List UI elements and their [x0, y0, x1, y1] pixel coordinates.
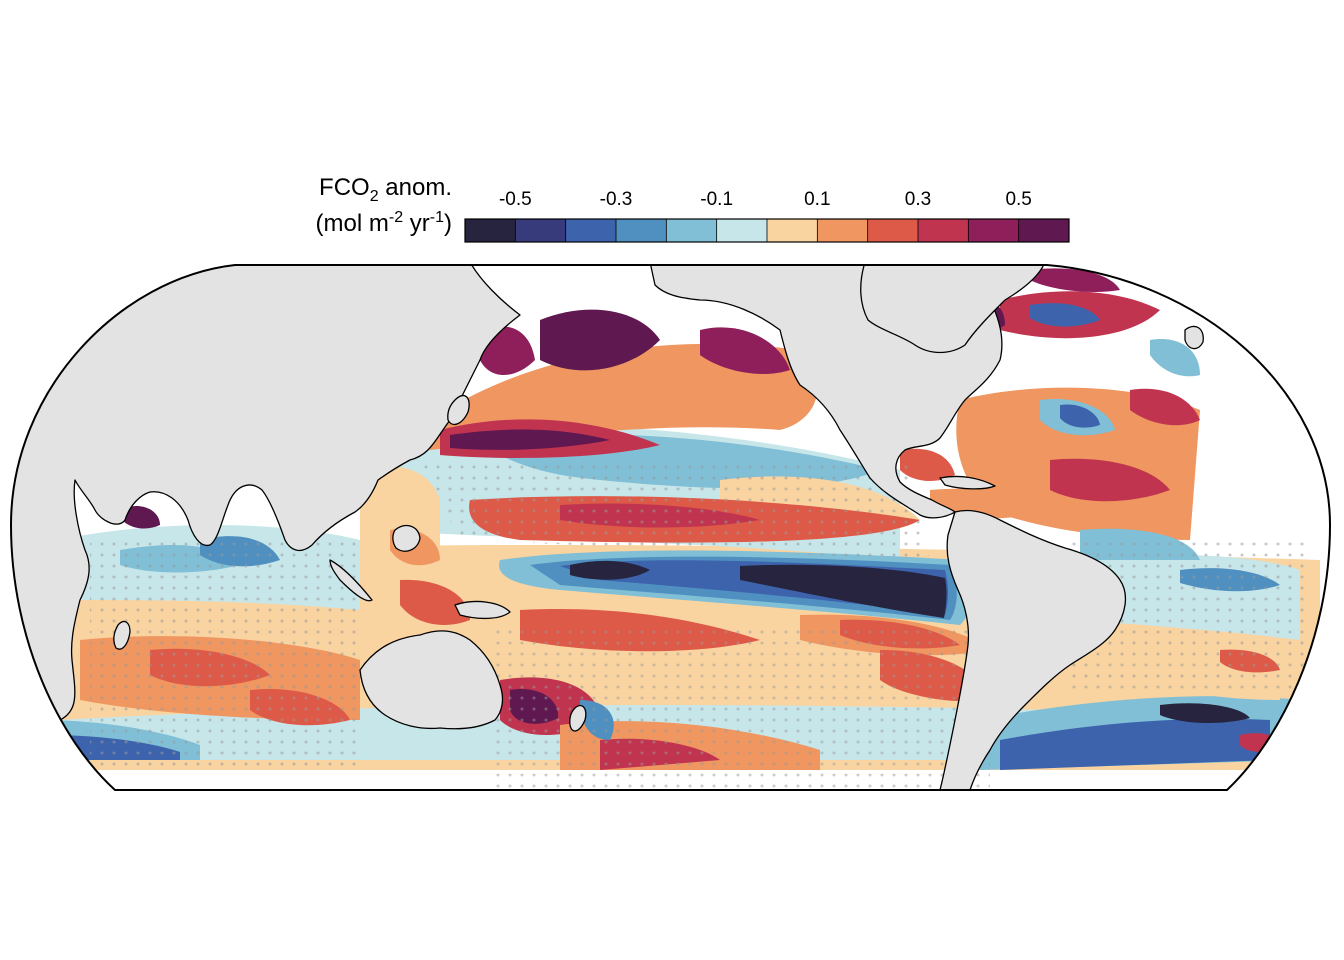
- landmass-madagascar: [113, 620, 131, 650]
- landmass-uk: [1184, 325, 1204, 350]
- landmass-cuba: [939, 475, 996, 490]
- colorbar-bin: [918, 219, 969, 242]
- legend-title-variable: FCO2 anom.: [319, 174, 452, 205]
- colorbar-frame: [464, 218, 1070, 243]
- landmass-new-zealand: [569, 705, 587, 732]
- landmass-japan: [447, 395, 470, 426]
- landmass-south-america: [939, 509, 1127, 790]
- legend-title: FCO2 anom. (mol m-2 yr-1): [262, 170, 452, 242]
- landmass-borneo: [392, 524, 421, 552]
- colorbar-bin: [515, 219, 566, 242]
- colorbar-tick-label: 0.1: [804, 189, 830, 210]
- colorbar-tick-label: 0.5: [1005, 189, 1031, 210]
- colorbar-bin: [716, 219, 767, 242]
- land-masses: [11, 265, 1204, 790]
- colorbar-tick-label: -0.5: [499, 189, 532, 210]
- map-outline: [9, 264, 1332, 791]
- colorbar-tick-label: 0.3: [905, 189, 931, 210]
- landmass-new-guinea: [454, 600, 511, 620]
- colorbar-bin: [565, 219, 616, 242]
- landmass-asia-europe-africa: [11, 265, 521, 721]
- legend-title-units: (mol m-2 yr-1): [315, 209, 452, 238]
- landmass-australia: [359, 630, 504, 730]
- colorbar: -0.5 -0.3 -0.1 0.1 0.3 0.5: [464, 189, 1070, 243]
- colorbar-bin: [616, 219, 667, 242]
- colorbar-tick-label: -0.1: [700, 189, 733, 210]
- colorbar-bin: [968, 219, 1019, 242]
- colorbar-bin: [817, 219, 868, 242]
- colorbar-tick-label: -0.3: [600, 189, 633, 210]
- colorbar-bin: [767, 219, 818, 242]
- colorbar-bin: [867, 219, 918, 242]
- world-map: [9, 264, 1332, 791]
- landmass-greenland: [860, 265, 1046, 354]
- landmass-sumatra: [329, 559, 373, 602]
- colorbar-bin: [666, 219, 717, 242]
- colorbar-bin: [1018, 219, 1069, 242]
- stippling: [90, 460, 1310, 790]
- colorbar-bin: [465, 219, 516, 242]
